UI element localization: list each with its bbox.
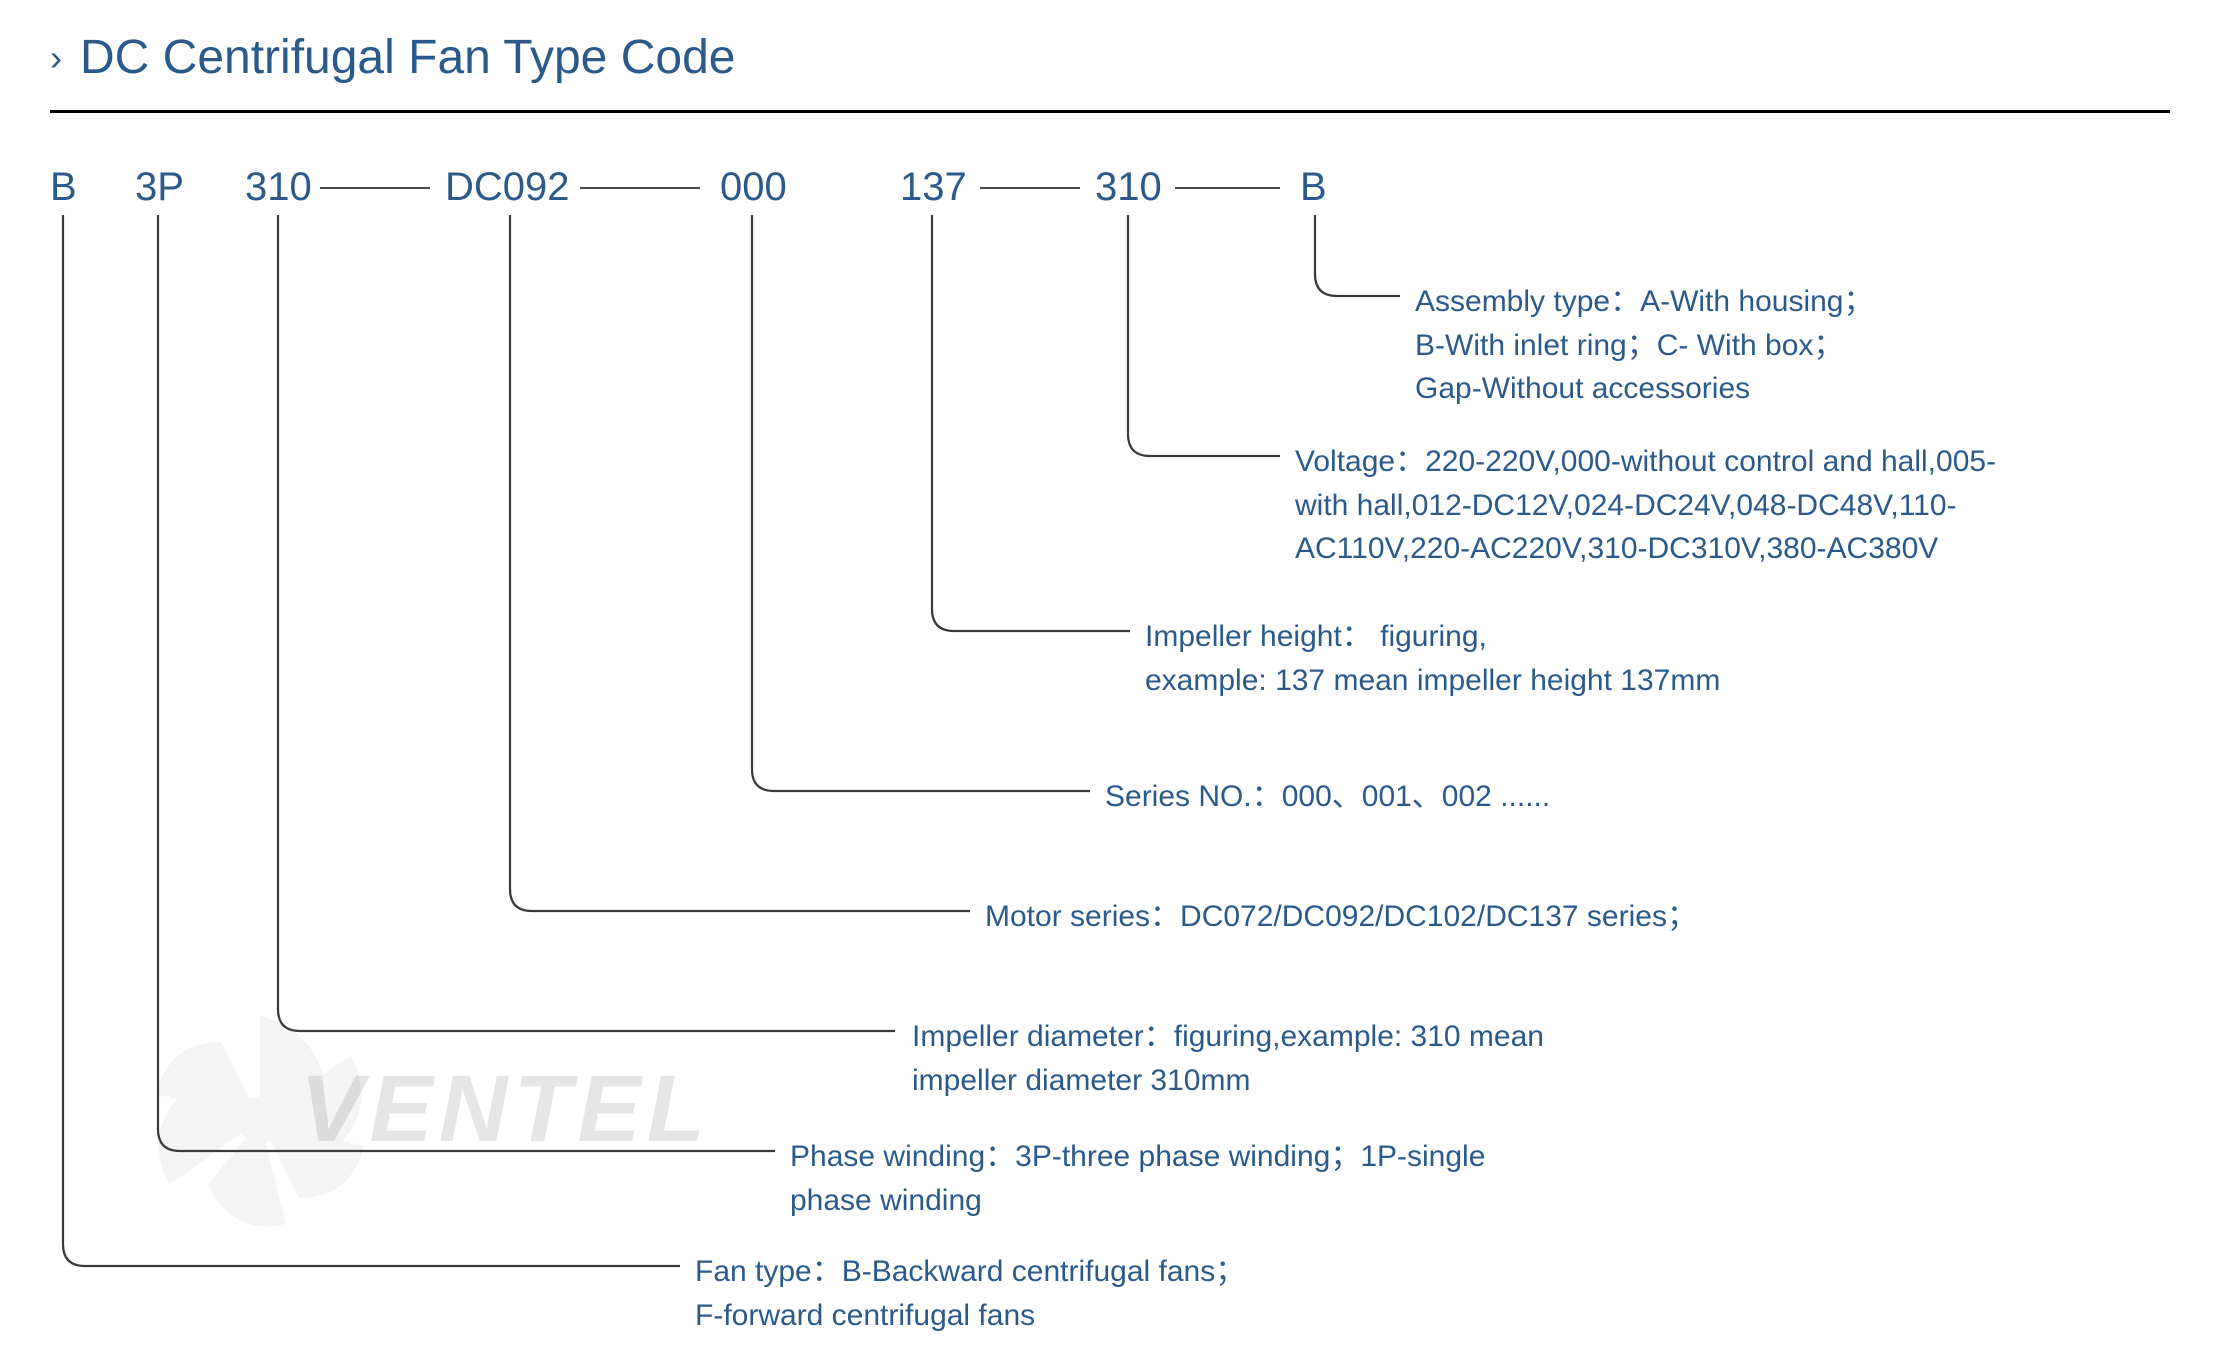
code-seg-assembly: B [1300, 165, 1327, 210]
code-seg-motor: DC092 [445, 165, 570, 210]
desc-line: impeller diameter 310mm [912, 1064, 1250, 1097]
desc-impeller-d: Impeller diameter：figuring,example: 310 … [912, 1015, 1544, 1102]
desc-line: with hall,012-DC12V,024-DC24V,048-DC48V,… [1295, 489, 1957, 522]
desc-line: AC110V,220-AC220V,310-DC310V,380-AC380V [1295, 532, 1938, 565]
desc-line: Fan type：B-Backward centrifugal fans； [695, 1255, 1245, 1288]
desc-line: Assembly type：A-With housing； [1415, 285, 1874, 318]
desc-line: example: 137 mean impeller height 137mm [1145, 664, 1720, 697]
desc-line: Impeller diameter：figuring,example: 310 … [912, 1020, 1544, 1053]
desc-phase: Phase winding：3P-three phase winding；1P-… [790, 1135, 1485, 1222]
code-seg-phase: 3P [135, 165, 184, 210]
code-seg-fan-type: B [50, 165, 77, 210]
desc-line: Phase winding：3P-three phase winding；1P-… [790, 1140, 1485, 1173]
code-dash [1175, 187, 1280, 189]
desc-line: Gap-Without accessories [1415, 372, 1750, 405]
code-seg-impeller-d: 310 [245, 165, 312, 210]
desc-impeller-h: Impeller height： figuring, example: 137 … [1145, 615, 1720, 702]
desc-motor: Motor series：DC072/DC092/DC102/DC137 ser… [985, 895, 1697, 939]
desc-series: Series NO.：000、001、002 ...... [1105, 775, 1550, 819]
code-seg-voltage: 310 [1095, 165, 1162, 210]
watermark-text: VENTEL [300, 1055, 711, 1164]
code-dash [320, 187, 430, 189]
desc-fan-type: Fan type：B-Backward centrifugal fans； F-… [695, 1250, 1245, 1337]
code-seg-impeller-h: 137 [900, 165, 967, 210]
code-seg-series: 000 [720, 165, 787, 210]
title-row: › DC Centrifugal Fan Type Code [50, 30, 735, 85]
desc-voltage: Voltage：220-220V,000-without control and… [1295, 440, 1996, 571]
watermark-fan-icon [130, 990, 390, 1250]
chevron-right-icon: › [50, 37, 62, 79]
code-dash [980, 187, 1080, 189]
title-underline [50, 110, 2170, 113]
desc-line: Impeller height： figuring, [1145, 620, 1487, 653]
desc-line: F-forward centrifugal fans [695, 1299, 1035, 1332]
type-code-row: B 3P 310 DC092 000 137 310 B [0, 165, 2222, 215]
desc-line: Voltage：220-220V,000-without control and… [1295, 445, 1996, 478]
desc-line: phase winding [790, 1184, 982, 1217]
desc-assembly: Assembly type：A-With housing； B-With inl… [1415, 280, 1874, 411]
desc-line: Motor series：DC072/DC092/DC102/DC137 ser… [985, 900, 1697, 933]
desc-line: B-With inlet ring；C- With box； [1415, 329, 1843, 362]
code-dash [580, 187, 700, 189]
desc-line: Series NO.：000、001、002 ...... [1105, 780, 1550, 813]
page-title: DC Centrifugal Fan Type Code [80, 30, 735, 85]
